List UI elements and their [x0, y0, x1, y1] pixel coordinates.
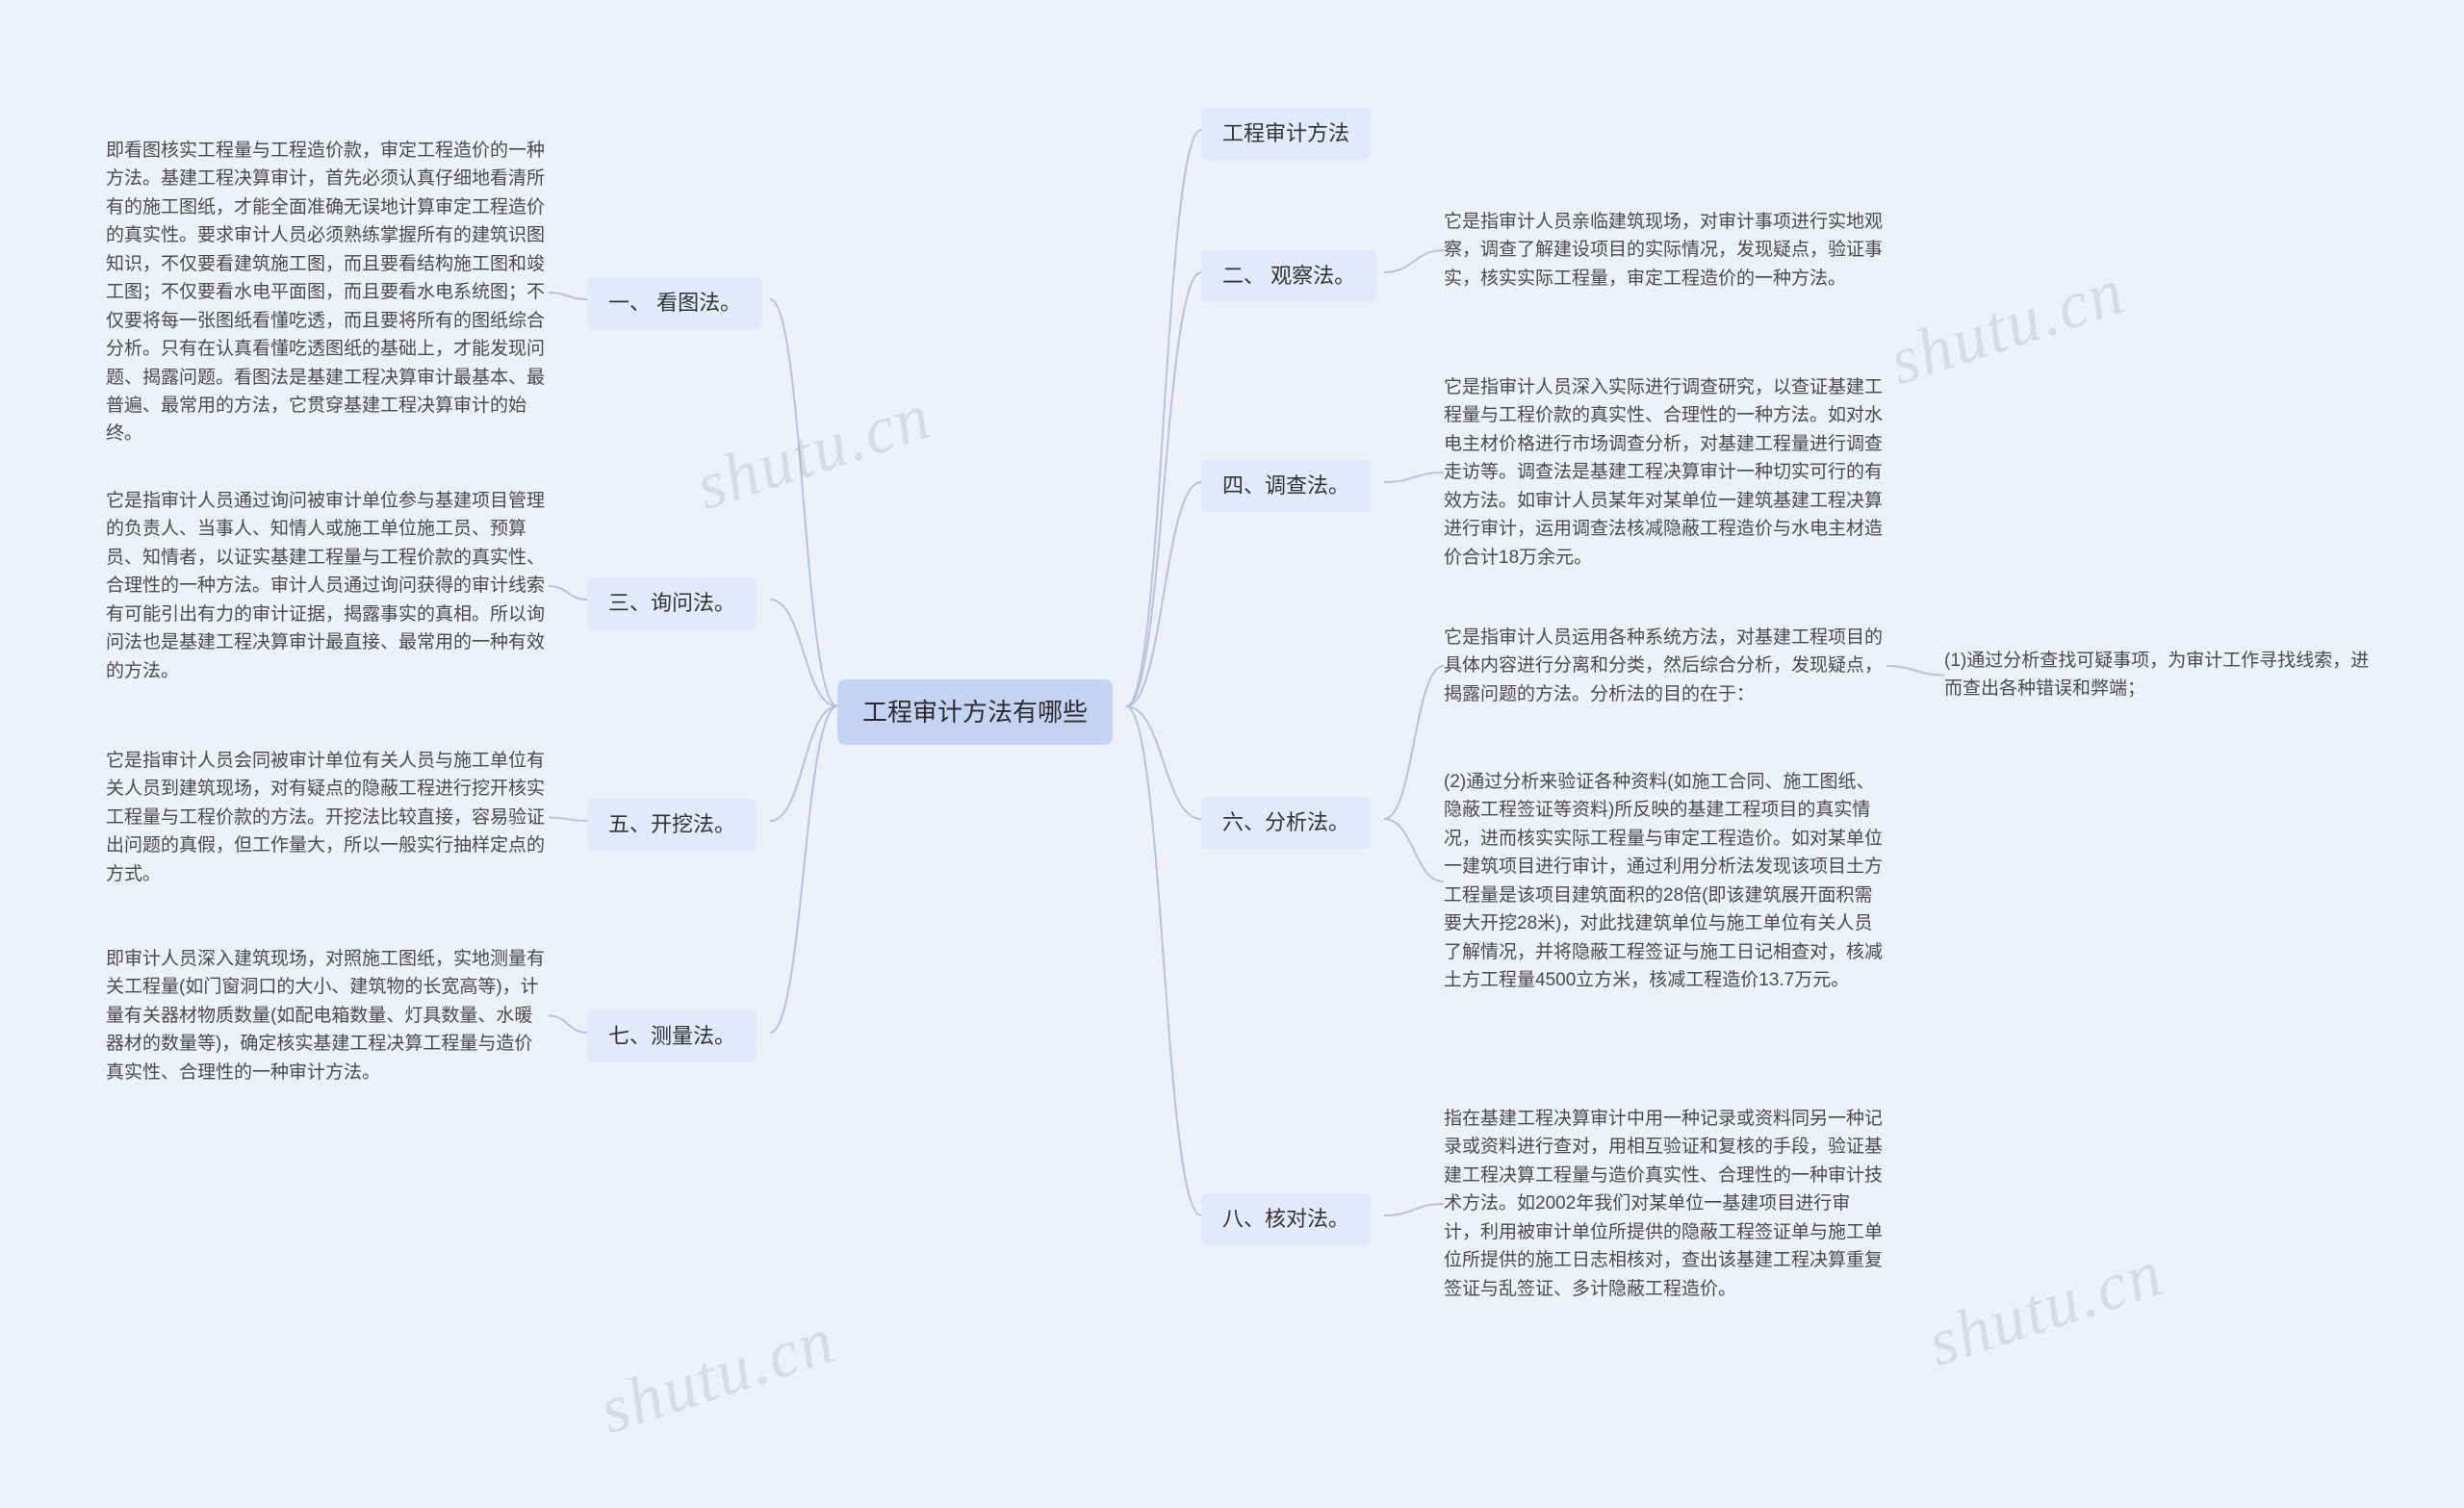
- leaf-right-3-1: (2)通过分析来验证各种资料(如施工合同、施工图纸、隐蔽工程签证等资料)所反映的…: [1444, 768, 1886, 995]
- branch-left-0[interactable]: 一、 看图法。: [587, 277, 762, 329]
- branch-left-3[interactable]: 七、测量法。: [587, 1010, 757, 1062]
- leaf-right-3-0: 它是指审计人员运用各种系统方法，对基建工程项目的具体内容进行分离和分类，然后综合…: [1444, 624, 1886, 708]
- watermark-3: shutu.cn: [1919, 1235, 2173, 1383]
- watermark-2: shutu.cn: [591, 1302, 845, 1450]
- mindmap-root[interactable]: 工程审计方法有哪些: [837, 679, 1113, 745]
- branch-left-1[interactable]: 三、询问法。: [587, 577, 757, 629]
- watermark-0: shutu.cn: [687, 378, 941, 526]
- leaf-right-2-0: 它是指审计人员深入实际进行调查研究，以查证基建工程量与工程价款的真实性、合理性的…: [1444, 373, 1886, 572]
- leaf-left-1: 它是指审计人员通过询问被审计单位参与基建项目管理的负责人、当事人、知情人或施工单…: [106, 487, 549, 685]
- leaf-right-1-0: 它是指审计人员亲临建筑现场，对审计事项进行实地观察，调查了解建设项目的实际情况，…: [1444, 208, 1886, 293]
- branch-right-3[interactable]: 六、分析法。: [1201, 797, 1371, 849]
- subleaf-right-3-0: (1)通过分析查找可疑事项，为审计工作寻找线索，进而查出各种错误和弊端；: [1944, 647, 2387, 703]
- leaf-left-0: 即看图核实工程量与工程造价款，审定工程造价的一种方法。基建工程决算审计，首先必须…: [106, 137, 549, 448]
- leaf-right-4-0: 指在基建工程决算审计中用一种记录或资料同另一种记录或资料进行查对，用相互验证和复…: [1444, 1105, 1886, 1303]
- branch-right-0[interactable]: 工程审计方法: [1201, 108, 1371, 160]
- branch-right-1[interactable]: 二、 观察法。: [1201, 250, 1376, 302]
- branch-left-2[interactable]: 五、开挖法。: [587, 799, 757, 851]
- branch-right-4[interactable]: 八、核对法。: [1201, 1193, 1371, 1245]
- branch-right-2[interactable]: 四、调查法。: [1201, 460, 1371, 512]
- leaf-left-2: 它是指审计人员会同被审计单位有关人员与施工单位有关人员到建筑现场，对有疑点的隐蔽…: [106, 747, 549, 888]
- leaf-left-3: 即审计人员深入建筑现场，对照施工图纸，实地测量有关工程量(如门窗洞口的大小、建筑…: [106, 945, 549, 1086]
- watermark-1: shutu.cn: [1881, 253, 2135, 401]
